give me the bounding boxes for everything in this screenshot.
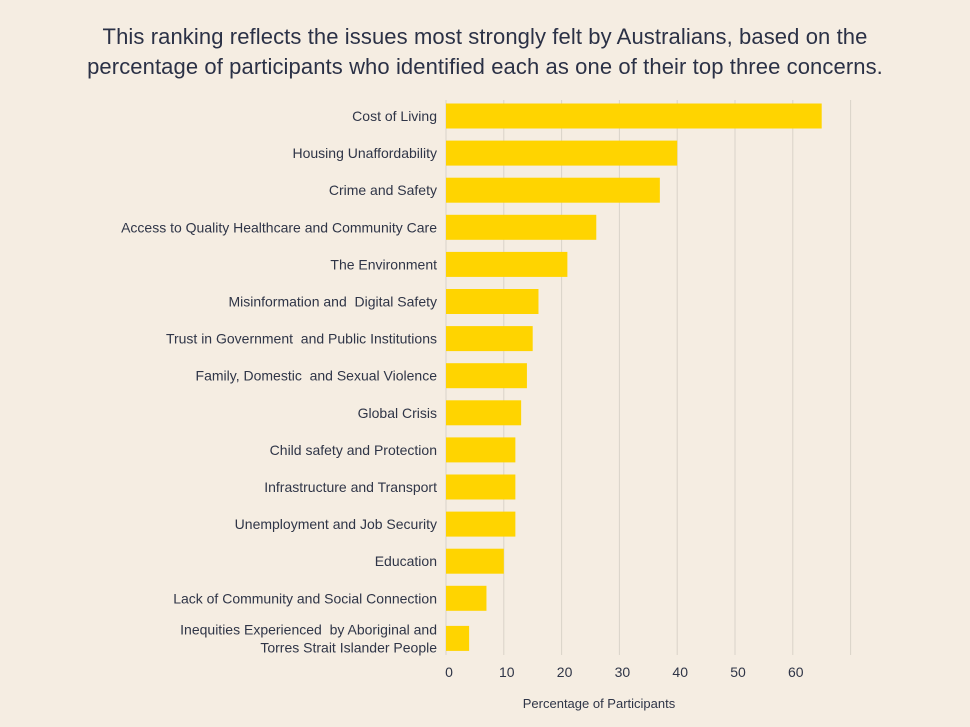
- category-label: Inequities Experienced by Aboriginal and…: [180, 621, 437, 655]
- bar: [446, 177, 660, 203]
- category-labels: Cost of Living Housing Unaffordability Cri…: [121, 108, 437, 655]
- category-label: Education: [375, 553, 437, 569]
- x-tick-label: 0: [445, 664, 453, 680]
- x-axis-title: Percentage of Participants: [523, 696, 676, 711]
- bar: [446, 474, 516, 500]
- bar: [446, 511, 516, 537]
- bar: [446, 103, 822, 129]
- bar: [446, 251, 568, 277]
- category-label: Lack of Community and Social Connection: [173, 590, 437, 606]
- bar: [446, 214, 597, 240]
- x-tick-label: 40: [672, 664, 688, 680]
- category-label: Housing Unaffordability: [293, 145, 438, 161]
- x-tick-label: 20: [557, 664, 573, 680]
- x-tick-label: 60: [788, 664, 804, 680]
- category-label: Crime and Safety: [329, 182, 437, 198]
- bar: [446, 585, 487, 611]
- category-label: Family, Domestic and Sexual Violence: [196, 368, 438, 384]
- x-tick-label: 50: [730, 664, 746, 680]
- bar: [446, 289, 539, 314]
- bar: [446, 437, 516, 463]
- bar: [446, 326, 533, 352]
- category-label: Trust in Government and Public Instituti…: [166, 331, 437, 347]
- category-label: Global Crisis: [358, 405, 437, 421]
- x-tick-label: 10: [499, 664, 515, 680]
- bar: [446, 140, 678, 166]
- category-label: The Environment: [330, 256, 437, 272]
- x-tick-label: 30: [615, 664, 631, 680]
- bars: [446, 103, 822, 651]
- category-label: Misinformation and Digital Safety: [228, 294, 437, 310]
- category-label: Child safety and Protection: [270, 442, 437, 458]
- bar: [446, 363, 527, 389]
- category-label: Unemployment and Job Security: [235, 516, 437, 532]
- bar: [446, 625, 470, 651]
- category-label: Cost of Living: [352, 108, 437, 124]
- bar: [446, 400, 522, 426]
- gridlines: [445, 100, 852, 655]
- bar: [446, 548, 504, 574]
- x-tick-labels: 0 10 20 30 40 50 60: [445, 664, 804, 680]
- category-label: Access to Quality Healthcare and Communi…: [121, 219, 437, 235]
- chart-title: This ranking reflects the issues most st…: [87, 24, 883, 79]
- category-label: Infrastructure and Transport: [264, 479, 437, 495]
